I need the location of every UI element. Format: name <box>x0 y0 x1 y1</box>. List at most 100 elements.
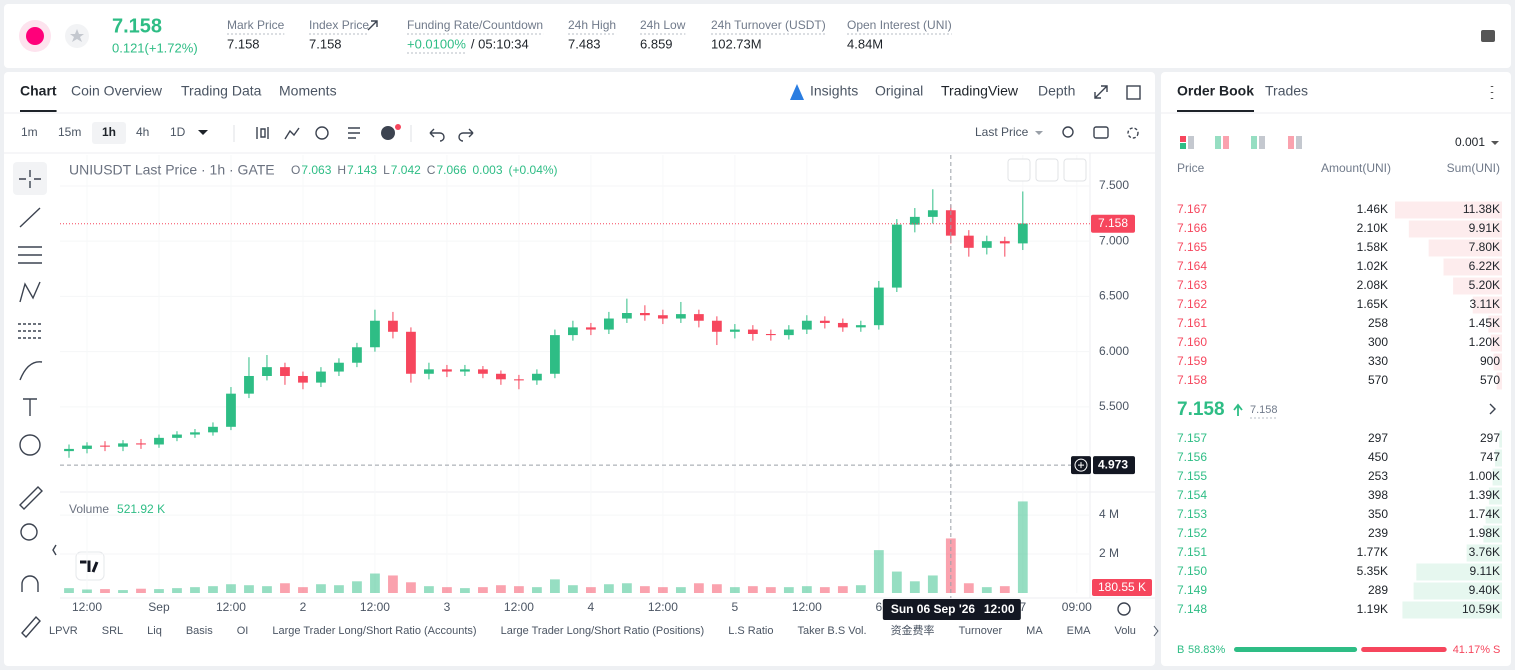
indicator[interactable]: 资金费率 <box>891 623 935 637</box>
crosshair-tool[interactable] <box>19 170 41 188</box>
volume-bar <box>568 585 578 593</box>
ohlc-key: O <box>291 163 300 177</box>
orderbook-layout-icons[interactable] <box>1180 86 1499 416</box>
x-tick-label: 12:00 <box>360 600 390 614</box>
view-tab[interactable]: TradingView <box>941 83 1019 99</box>
tab[interactable]: Chart <box>20 83 57 99</box>
tab[interactable]: Trading Data <box>181 83 262 99</box>
line-tool[interactable] <box>19 207 41 228</box>
drawing-tools[interactable] <box>13 162 47 639</box>
interval[interactable]: 1m <box>21 125 38 139</box>
indicator[interactable]: Liq <box>147 625 162 637</box>
dropdown-icon[interactable] <box>198 130 208 135</box>
zoom-tool[interactable] <box>20 523 38 541</box>
interval[interactable]: 4h <box>136 125 149 139</box>
layout-icon[interactable] <box>1180 136 1186 142</box>
sell-key: S <box>1493 644 1500 656</box>
interval[interactable]: 1D <box>170 125 186 139</box>
indicator[interactable]: EMA <box>1067 625 1092 637</box>
indicator[interactable]: Large Trader Long/Short Ratio (Accounts) <box>272 625 476 637</box>
chart-button[interactable] <box>1035 158 1059 182</box>
price-type[interactable]: Last Price <box>975 125 1029 139</box>
brush-tool[interactable] <box>19 361 43 381</box>
depth-bar <box>1395 201 1502 219</box>
magnet-tool[interactable] <box>21 575 39 592</box>
layout-icon[interactable] <box>1223 136 1229 149</box>
ob-sum: 1.20K <box>1469 335 1500 349</box>
template-icon[interactable] <box>348 127 360 139</box>
expand-icon[interactable] <box>1094 85 1108 99</box>
ob-amount: 1.19K <box>1357 602 1388 616</box>
indicator[interactable]: Large Trader Long/Short Ratio (Positions… <box>501 625 705 637</box>
volume-bar <box>460 588 470 593</box>
depth-bar <box>1493 353 1502 371</box>
candle-body <box>586 327 596 330</box>
indicator[interactable]: OI <box>237 625 249 637</box>
ob-price: 7.154 <box>1177 488 1207 502</box>
interval[interactable]: 15m <box>58 125 81 139</box>
fib-tool[interactable] <box>18 323 42 339</box>
search-icon[interactable] <box>1062 126 1074 138</box>
stat-value: +0.0100% <box>407 36 466 51</box>
ob-tab[interactable]: Trades <box>1265 83 1308 99</box>
ob-amount: 1.02K <box>1357 259 1388 273</box>
book-icon[interactable] <box>1481 30 1495 42</box>
chart-button[interactable] <box>1063 158 1087 182</box>
ob-header: Price <box>1177 161 1205 175</box>
crosshair-price-tag <box>1093 456 1135 475</box>
indicator[interactable]: SRL <box>102 625 123 637</box>
toolbar-icons[interactable] <box>233 124 1139 142</box>
indicator[interactable]: MA <box>1026 625 1043 637</box>
layout-icon[interactable] <box>1296 136 1302 149</box>
channel-tool[interactable] <box>18 246 42 264</box>
layout-icon[interactable] <box>1180 143 1186 149</box>
ob-tab[interactable]: Order Book <box>1177 83 1254 99</box>
layout-icon[interactable] <box>1259 136 1265 149</box>
scroll-right[interactable] <box>1153 625 1159 637</box>
pattern-tool[interactable] <box>19 281 41 303</box>
tab[interactable]: Moments <box>279 83 337 99</box>
precision[interactable]: 0.001 <box>1455 135 1485 149</box>
view-tab[interactable]: Depth <box>1038 83 1075 99</box>
indicator[interactable]: Volu <box>1115 625 1136 637</box>
pencil-tool[interactable] <box>21 615 41 639</box>
text-tool[interactable] <box>23 398 37 416</box>
volume-bar <box>388 575 398 593</box>
layout-icon[interactable] <box>1288 136 1294 149</box>
chart-button[interactable] <box>1007 158 1031 182</box>
view-tab[interactable]: Original <box>875 83 923 99</box>
ruler-tool[interactable] <box>19 486 43 510</box>
indicator-icon[interactable] <box>284 127 300 140</box>
collapse-arrow[interactable] <box>52 544 57 556</box>
redo-icon[interactable] <box>458 128 474 142</box>
volume-bar <box>226 584 236 593</box>
replay-icon[interactable] <box>315 126 329 140</box>
indicator[interactable]: Taker B.S Vol. <box>797 625 866 637</box>
emoji-tool[interactable] <box>19 434 41 456</box>
candle-type-icon[interactable] <box>256 127 269 139</box>
volume-bar <box>981 587 992 593</box>
view-tab[interactable]: Insights <box>810 83 858 99</box>
ob-sum: 6.22K <box>1469 259 1500 273</box>
indicator[interactable]: Turnover <box>959 625 1003 637</box>
add-icon[interactable] <box>381 126 395 140</box>
layout-icon[interactable] <box>1188 136 1194 149</box>
tab[interactable]: Coin Overview <box>71 83 163 99</box>
indicator[interactable]: L.S Ratio <box>728 625 773 637</box>
axis-settings[interactable] <box>1117 602 1131 616</box>
layout-icon[interactable] <box>1251 136 1257 149</box>
undo-icon[interactable] <box>429 128 445 142</box>
indicator[interactable]: LPVR <box>49 625 78 637</box>
ob-price: 7.167 <box>1177 202 1207 216</box>
dropdown-icon[interactable] <box>1491 141 1499 145</box>
more-arrow[interactable] <box>1489 403 1496 415</box>
crosshair-price: 4.973 <box>1098 457 1128 471</box>
layout-icon[interactable] <box>1215 136 1221 149</box>
indicator[interactable]: Basis <box>186 625 213 637</box>
ob-price: 7.158 <box>1177 373 1207 387</box>
camera-icon[interactable] <box>1093 126 1109 139</box>
settings-icon[interactable] <box>1127 127 1139 139</box>
window-icon[interactable] <box>1126 85 1141 100</box>
interval[interactable]: 1h <box>102 125 116 139</box>
